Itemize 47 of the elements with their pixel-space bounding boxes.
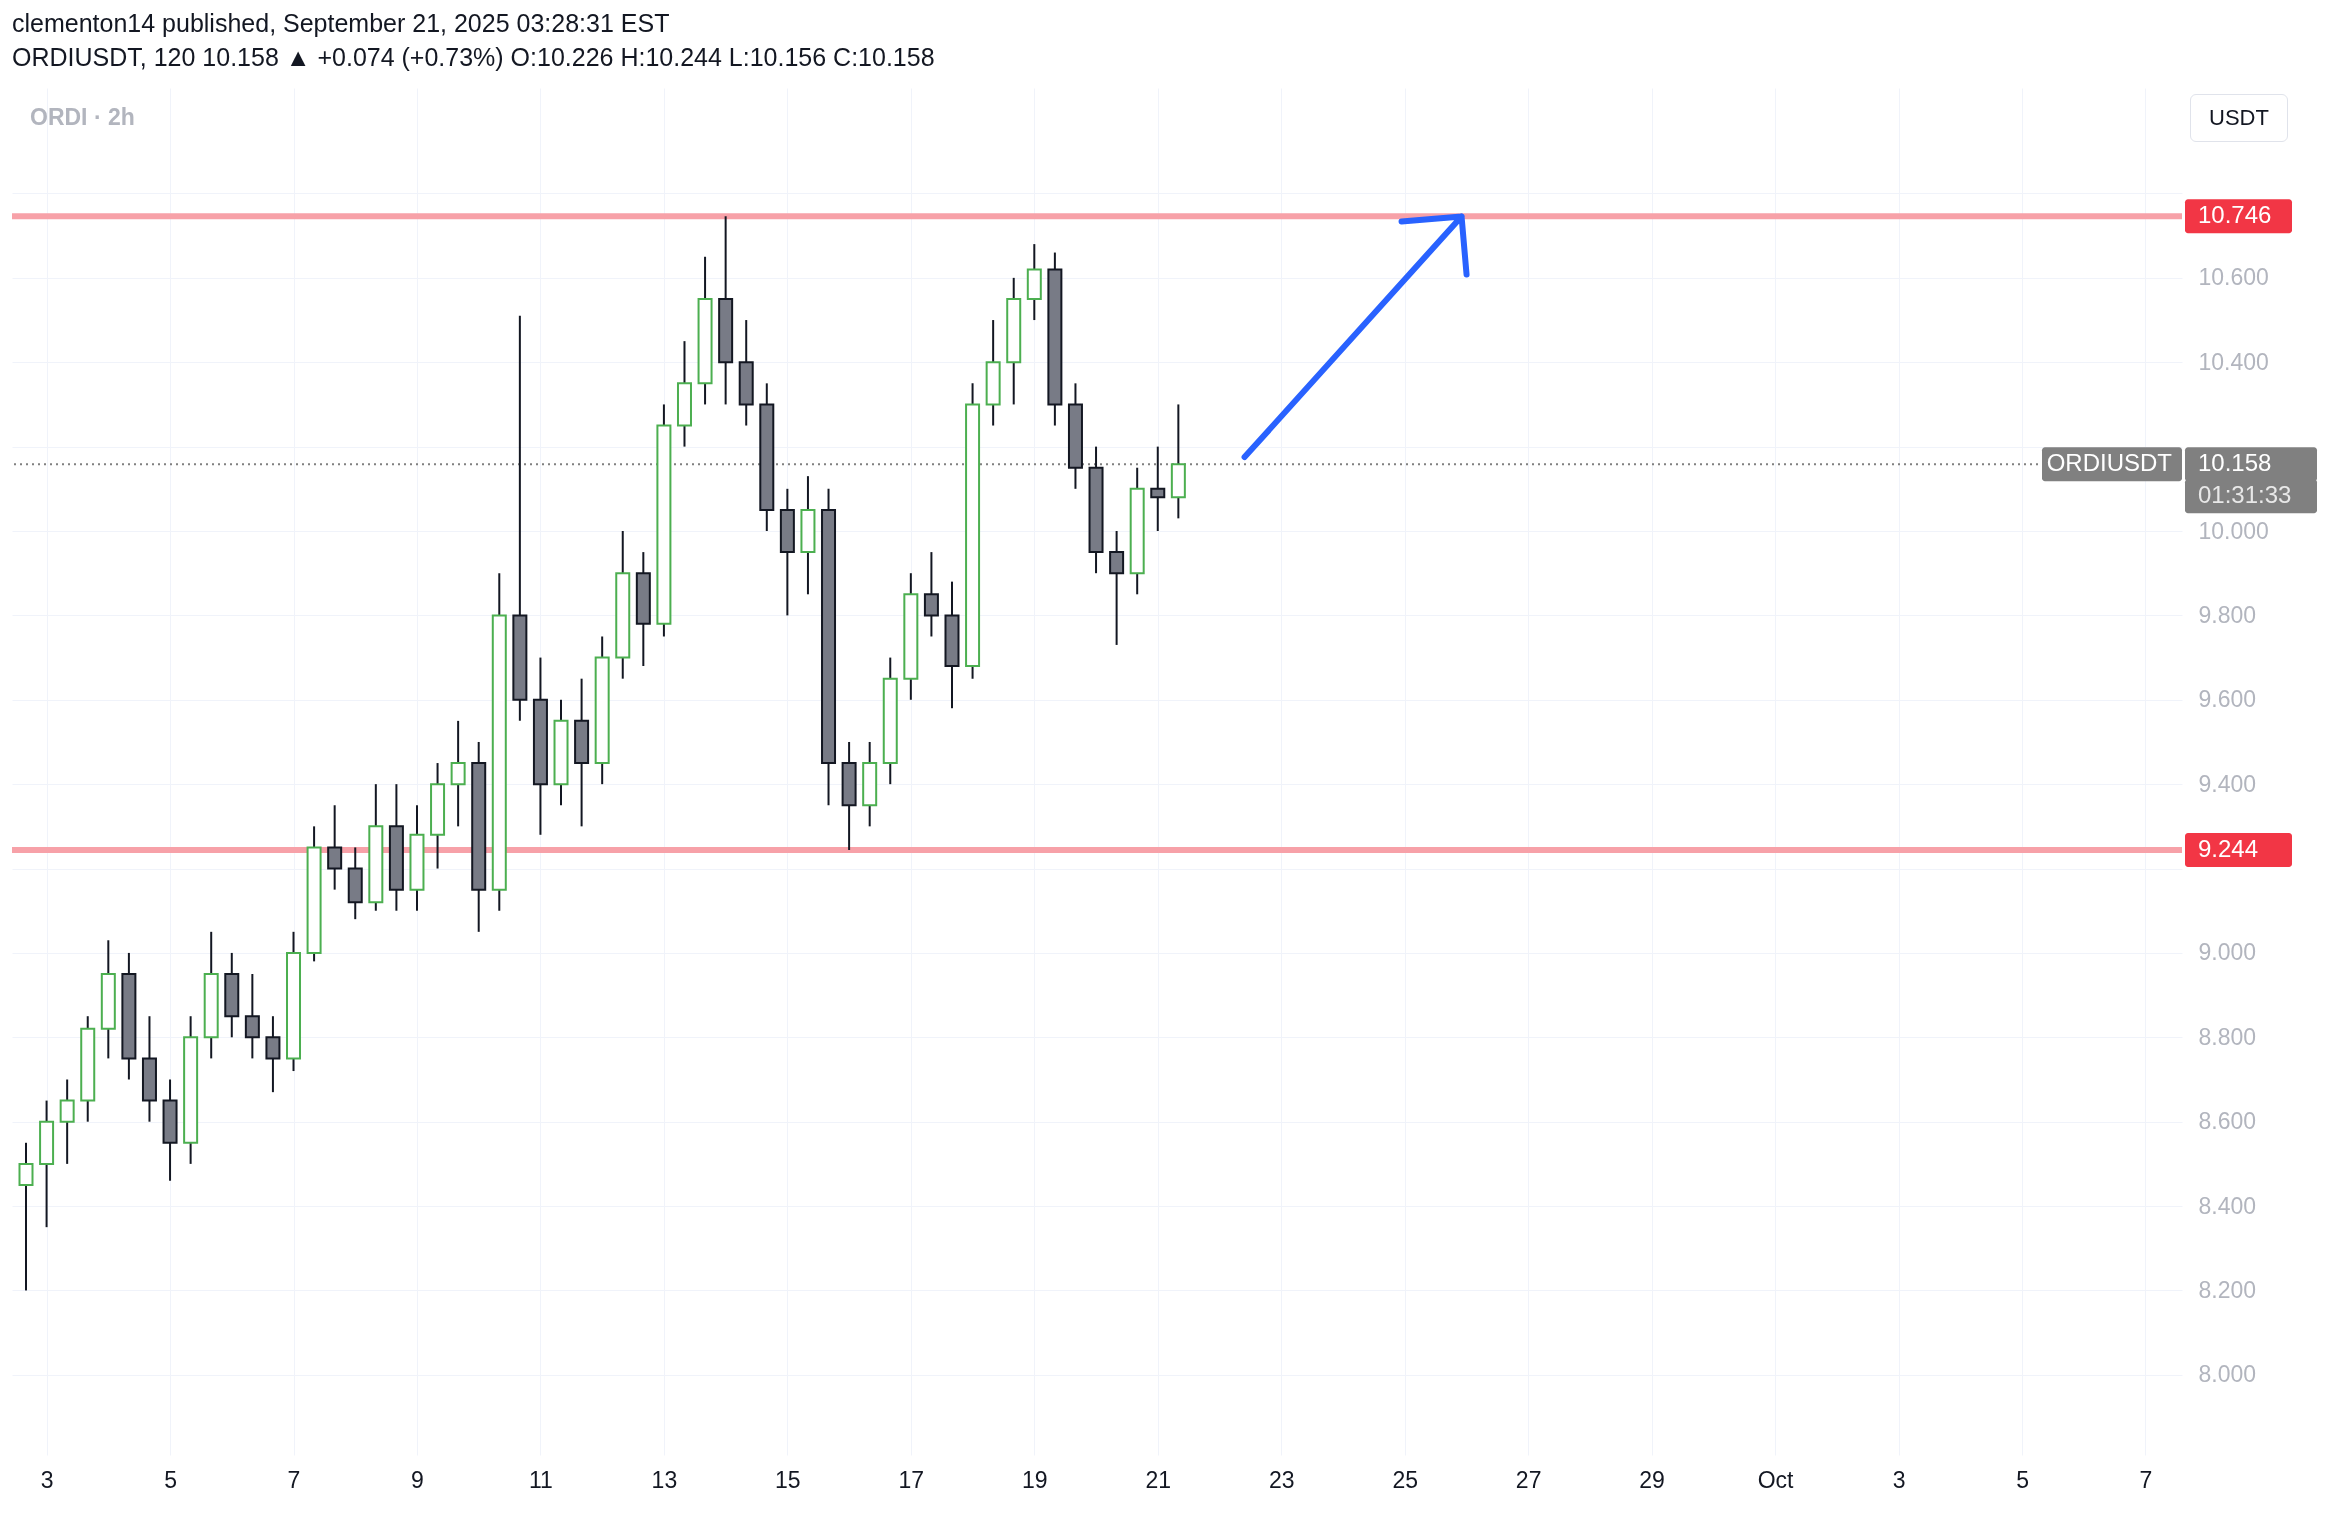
candlestick <box>265 1015 281 1094</box>
x-tick-label: 9 <box>411 1466 424 1493</box>
x-tick-label: 27 <box>1515 1466 1542 1493</box>
text: clementon14 published, September 21, 2025 03:28:31 EST <box>12 8 671 39</box>
x-tick-label: 5 <box>164 1466 177 1493</box>
y-tick-label: 10.400 <box>2198 348 2269 375</box>
text: ORDI · 2h <box>30 104 135 131</box>
x-tick-label: 25 <box>1392 1466 1418 1493</box>
text: USDT <box>2190 94 2288 142</box>
candlestick <box>244 973 260 1060</box>
x-tick-label: 29 <box>1639 1466 1665 1493</box>
candlestick <box>327 804 343 891</box>
y-tick-label: 10.000 <box>2198 517 2269 544</box>
text: 01:31:33 <box>2198 481 2292 509</box>
y-tick-label: 10.600 <box>2198 264 2269 291</box>
x-tick-label: 11 <box>529 1466 553 1493</box>
y-tick-label: 8.400 <box>2198 1192 2257 1219</box>
candlestick <box>1109 530 1125 646</box>
x-tick-label: 5 <box>2016 1466 2029 1493</box>
x-tick-label: 15 <box>775 1466 801 1493</box>
x-tick-label: 3 <box>40 1466 54 1493</box>
y-tick-label: 8.600 <box>2198 1108 2257 1135</box>
y-tick-label: 8.800 <box>2198 1023 2257 1050</box>
x-tick-label: 23 <box>1268 1466 1295 1493</box>
x-tick-label: 3 <box>1892 1466 1906 1493</box>
y-tick-label: 8.000 <box>2198 1361 2257 1388</box>
x-tick-label: 13 <box>651 1466 678 1493</box>
candlestick <box>450 719 466 828</box>
x-tick-label: Oct <box>1757 1466 1795 1493</box>
y-tick-label: 8.200 <box>2198 1276 2257 1303</box>
x-tick-label: 19 <box>1022 1466 1048 1493</box>
ref-line-label: 10.746 <box>2198 201 2272 229</box>
x-tick-label: 7 <box>287 1466 301 1493</box>
y-tick-label: 9.400 <box>2198 770 2257 797</box>
candlestick <box>18 1141 34 1292</box>
x-tick-label: 17 <box>898 1466 925 1493</box>
y-tick-label: 9.800 <box>2198 601 2257 628</box>
y-tick-label: 9.000 <box>2198 939 2257 966</box>
candlestick <box>923 551 939 638</box>
x-tick-label: 21 <box>1145 1466 1172 1493</box>
y-tick-label: 9.600 <box>2198 686 2257 713</box>
text: 10.158 <box>2198 449 2272 477</box>
ref-line-label: 9.244 <box>2198 834 2259 862</box>
text: ORDIUSDT, 120 10.158 ▲ +0.074 (+0.73%) O:10.226 H:10.244 L:10.156 C:10.158 <box>12 42 935 73</box>
ref-line-label: ORDIUSDT <box>2046 449 2173 477</box>
x-tick-label: 7 <box>2139 1466 2153 1493</box>
candlestick <box>59 1078 75 1165</box>
